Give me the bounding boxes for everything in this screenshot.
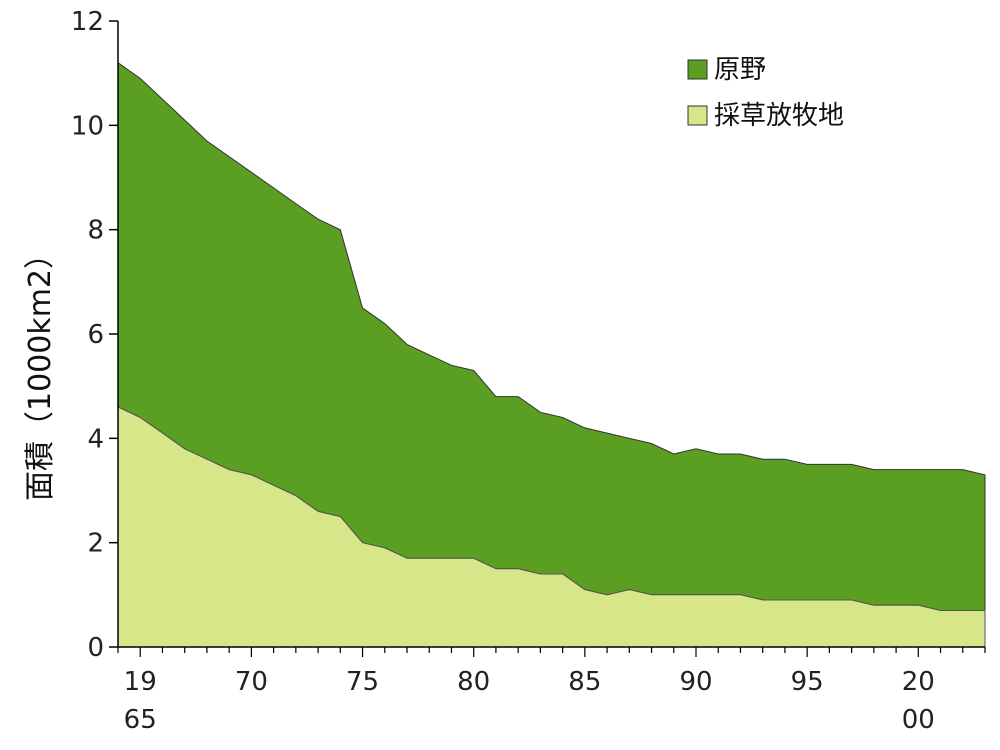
x-tick-label: 80 [457, 667, 490, 697]
y-axis-title: 面積（1000km2） [23, 239, 58, 501]
x-tick-label: 85 [568, 667, 601, 697]
y-axis-ticks: 0 2 4 6 8 10 12 [71, 7, 118, 663]
x-tick-label: 19 65 [124, 667, 157, 735]
x-tick-label: 75 [346, 667, 379, 697]
y-tick-label: 6 [87, 320, 104, 350]
x-tick-label: 70 [235, 667, 268, 697]
y-tick-label: 12 [71, 7, 104, 37]
x-tick-label: 90 [679, 667, 712, 697]
legend-label: 採草放牧地 [714, 101, 844, 131]
y-tick-label: 2 [87, 529, 104, 559]
legend-swatch [687, 105, 708, 126]
legend-swatch [687, 59, 708, 80]
plot-areas [117, 61, 986, 648]
y-tick-label: 8 [87, 216, 104, 246]
x-tick-label: 95 [791, 667, 824, 697]
series-area-pasture [117, 406, 986, 648]
x-axis-ticks: 19 65 70 75 80 85 90 95 20 00 [117, 647, 986, 735]
x-tick-label: 20 00 [902, 667, 935, 735]
legend-label: 原野 [714, 55, 766, 85]
y-tick-label: 4 [87, 424, 104, 454]
y-tick-label: 10 [71, 111, 104, 141]
y-tick-label: 0 [87, 633, 104, 663]
